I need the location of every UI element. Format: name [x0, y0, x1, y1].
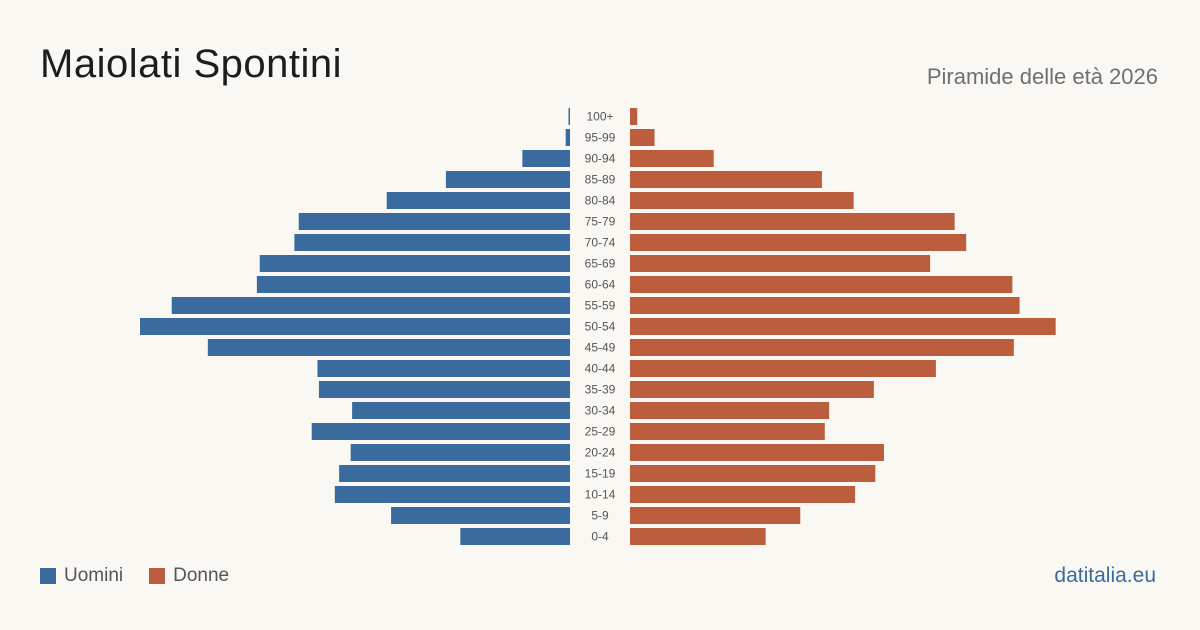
bar-men-75-79 — [298, 213, 570, 230]
bar-men-35-39 — [318, 381, 570, 398]
bar-men-0-4 — [460, 528, 570, 545]
age-label-85-89: 85-89 — [585, 173, 616, 187]
bar-women-20-24 — [630, 444, 884, 461]
age-label-75-79: 75-79 — [585, 215, 616, 229]
legend-item-men: Uomini — [40, 565, 123, 587]
bar-men-20-24 — [350, 444, 570, 461]
bar-men-25-29 — [311, 423, 570, 440]
brand-link[interactable]: datitalia.eu — [1054, 564, 1156, 587]
age-label-5-9: 5-9 — [591, 509, 609, 523]
bar-women-45-49 — [630, 339, 1014, 356]
legend-label-men: Uomini — [64, 565, 124, 586]
bar-men-40-44 — [317, 360, 570, 377]
bar-women-25-29 — [630, 423, 825, 440]
bar-women-85-89 — [630, 171, 822, 188]
age-label-80-84: 80-84 — [585, 194, 616, 208]
legend: Uomini Donne — [40, 565, 255, 587]
age-label-15-19: 15-19 — [585, 467, 616, 481]
age-label-10-14: 10-14 — [585, 488, 616, 502]
legend-swatch-women — [149, 568, 166, 584]
age-label-50-54: 50-54 — [585, 320, 616, 334]
bar-women-10-14 — [630, 486, 856, 503]
age-label-100+: 100+ — [586, 110, 613, 124]
bar-women-30-34 — [630, 402, 830, 419]
bar-women-15-19 — [630, 465, 876, 482]
bar-men-10-14 — [334, 486, 570, 503]
bar-men-65-69 — [259, 255, 570, 272]
age-label-60-64: 60-64 — [585, 278, 616, 292]
bar-men-15-19 — [339, 465, 570, 482]
age-label-0-4: 0-4 — [591, 530, 609, 544]
bar-men-90-94 — [522, 150, 570, 167]
bar-men-30-34 — [352, 402, 570, 419]
bar-women-80-84 — [630, 192, 854, 209]
bar-men-60-64 — [256, 276, 570, 293]
bar-women-5-9 — [630, 507, 801, 524]
bar-men-80-84 — [386, 192, 570, 209]
bar-women-90-94 — [630, 150, 714, 167]
bar-women-50-54 — [630, 318, 1056, 335]
bar-women-75-79 — [630, 213, 955, 230]
bar-women-95-99 — [630, 129, 655, 146]
age-label-40-44: 40-44 — [585, 362, 616, 376]
legend-swatch-men — [40, 568, 56, 584]
bar-women-40-44 — [630, 360, 936, 377]
bar-women-0-4 — [630, 528, 766, 545]
age-label-95-99: 95-99 — [585, 131, 616, 145]
bar-men-5-9 — [391, 507, 570, 524]
bar-women-65-69 — [630, 255, 931, 272]
bar-women-35-39 — [630, 381, 874, 398]
age-label-70-74: 70-74 — [585, 236, 616, 250]
age-label-20-24: 20-24 — [585, 446, 616, 460]
bar-men-45-49 — [207, 339, 570, 356]
bar-women-60-64 — [630, 276, 1013, 293]
bar-women-55-59 — [630, 297, 1020, 314]
age-label-90-94: 90-94 — [585, 152, 616, 166]
chart-title: Maiolati Spontini — [40, 42, 342, 86]
age-label-65-69: 65-69 — [585, 257, 616, 271]
chart-subtitle: Piramide delle età 2026 — [926, 64, 1158, 89]
bar-men-95-99 — [565, 129, 570, 146]
bar-men-50-54 — [140, 318, 570, 335]
bar-women-100+ — [630, 108, 638, 125]
age-label-45-49: 45-49 — [585, 341, 616, 355]
age-label-55-59: 55-59 — [585, 299, 616, 313]
age-label-25-29: 25-29 — [585, 425, 616, 439]
bar-men-85-89 — [445, 171, 570, 188]
age-label-35-39: 35-39 — [585, 383, 616, 397]
bar-men-100+ — [568, 108, 570, 125]
legend-item-women: Donne — [149, 565, 229, 587]
bar-men-55-59 — [171, 297, 570, 314]
bar-men-70-74 — [294, 234, 570, 251]
age-label-30-34: 30-34 — [585, 404, 616, 418]
legend-label-women: Donne — [173, 565, 230, 586]
bar-women-70-74 — [630, 234, 967, 251]
